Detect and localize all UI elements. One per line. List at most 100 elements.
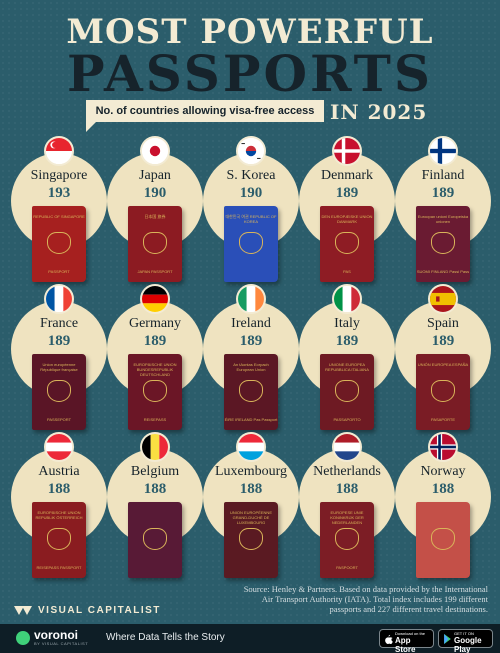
- country-card-germany: Germany 189 EUROPÄISCHE UNION BUNDESREPUBL…: [104, 284, 208, 432]
- country-name: S. Korea: [226, 168, 276, 183]
- google-play-big: Google Play: [454, 636, 482, 653]
- netherlands-flag-icon: [332, 432, 362, 462]
- passport-emblem-icon: [335, 232, 359, 254]
- passport-text-top: Euroopan unioni Europeiska unionen: [417, 214, 469, 224]
- apple-icon: [385, 634, 393, 644]
- passport-text-bottom: SUOMI FINLAND Passi Pass: [416, 269, 470, 274]
- country-name: France: [39, 316, 79, 331]
- passport-text-top: An tAontas Eorpach European Union: [233, 362, 269, 372]
- subtitle: No. of countries allowing visa-free acce…: [86, 100, 324, 122]
- visa-free-score: 189: [239, 333, 263, 349]
- visa-free-score: 188: [143, 481, 167, 497]
- visa-free-score: 193: [47, 185, 71, 201]
- country-name: Spain: [427, 316, 459, 331]
- passport-cover: Union européenne République française PAS…: [32, 354, 86, 430]
- visa-free-score: 190: [239, 185, 263, 201]
- app-store-button[interactable]: Download on the App Store: [379, 629, 434, 653]
- passport-emblem-icon: [239, 232, 263, 254]
- finland-flag-icon: [428, 136, 458, 166]
- country-name: Denmark: [320, 168, 374, 183]
- norway-flag-icon: [428, 432, 458, 462]
- passport-cover: Euroopan unioni Europeiska unionen SUOMI …: [416, 206, 470, 282]
- country-card-luxembourg: Luxembourg 188 UNION EUROPÉENNE GRAND-DUCH…: [200, 432, 304, 580]
- passport-text-top: EUROPÄISCHE UNION REPUBLIK ÖSTERREICH: [35, 510, 83, 520]
- country-card-italy: Italy 189 UNIONE EUROPEA REPUBBLICA ITALIA…: [296, 284, 400, 432]
- country-name: Germany: [128, 316, 182, 331]
- country-card-singapore: Singapore 193 REPUBLIC OF SINGAPORE PASSPOR…: [8, 136, 112, 284]
- visa-free-score: 188: [239, 481, 263, 497]
- passport-text-bottom: PASSAPORTO: [333, 417, 361, 422]
- passport-emblem-icon: [431, 528, 455, 550]
- passport-text-bottom: REISEPASS PASSPORT: [36, 565, 82, 570]
- country-name: Finland: [421, 168, 465, 183]
- google-play-icon: [444, 634, 451, 644]
- title-line1: MOST POWERFUL: [66, 12, 434, 52]
- passport-emblem-icon: [335, 528, 359, 550]
- visa-free-score: 189: [431, 185, 455, 201]
- passport-text-bottom: ÉIRE IRELAND Pas Passport: [224, 417, 278, 422]
- app-store-big: App Store: [395, 636, 416, 653]
- country-card-ireland: Ireland 189 An tAontas Eorpach European Un…: [200, 284, 304, 432]
- luxembourg-flag-icon: [236, 432, 266, 462]
- brand-name: VISUAL CAPITALIST: [38, 605, 161, 616]
- passport-emblem-icon: [143, 528, 167, 550]
- italy-flag-icon: [332, 284, 362, 314]
- country-name: Italy: [334, 316, 360, 331]
- passport-emblem-icon: [431, 232, 455, 254]
- country-card-belgium: Belgium 188: [104, 432, 208, 580]
- country-name: Netherlands: [313, 464, 381, 479]
- belgium-flag-icon: [140, 432, 170, 462]
- title-line2: PASSPORTS: [66, 44, 433, 103]
- japan-flag-icon: [140, 136, 170, 166]
- passport-text-top: EUROPÄISCHE UNION BUNDESREPUBLIK DEUTSCH…: [133, 362, 177, 377]
- passport-emblem-icon: [143, 380, 167, 402]
- visa-free-score: 190: [143, 185, 167, 201]
- country-name: Norway: [420, 464, 466, 479]
- subtitle-callout-tail: [86, 122, 96, 132]
- country-name: Japan: [139, 168, 171, 183]
- passport-cover: 대한민국 여권 REPUBLIC OF KOREA: [224, 206, 278, 282]
- south-korea-flag-icon: [236, 136, 266, 166]
- passport-cover: REPUBLIC OF SINGAPORE PASSPORT: [32, 206, 86, 282]
- visual-capitalist-logo: VISUAL CAPITALIST: [14, 605, 161, 616]
- passport-text-top: DEN EUROPÆISKE UNION DANMARK: [321, 214, 373, 224]
- passport-text-top: REPUBLIC OF SINGAPORE: [33, 214, 85, 219]
- passport-cover: UNION EUROPÉENNE GRAND-DUCHÉ DE LUXEMBOU…: [224, 502, 278, 578]
- country-name: Singapore: [30, 168, 88, 183]
- visa-free-score: 188: [47, 481, 71, 497]
- france-flag-icon: [44, 284, 74, 314]
- visa-free-score: 188: [335, 481, 359, 497]
- denmark-flag-icon: [332, 136, 362, 166]
- voronoi-mark-icon: [16, 630, 30, 645]
- visa-free-score: 189: [335, 185, 359, 201]
- passport-text-bottom: PASSPORT: [48, 269, 70, 274]
- passport-cover: EUROPESE UNIE KONINKRIJK DER NEDERLANDEN…: [320, 502, 374, 578]
- country-card-finland: Finland 189 Euroopan unioni Europeiska uni…: [392, 136, 496, 284]
- passport-text-top: UNIÓN EUROPEA ESPAÑA: [417, 362, 469, 367]
- passport-text-top: EUROPESE UNIE KONINKRIJK DER NEDERLANDEN: [330, 510, 364, 525]
- austria-flag-icon: [44, 432, 74, 462]
- voronoi-name: voronoi: [34, 628, 78, 642]
- country-card-netherlands: Netherlands 188 EUROPESE UNIE KONINKRIJK D…: [296, 432, 400, 580]
- passport-cover: EUROPÄISCHE UNION BUNDESREPUBLIK DEUTSCH…: [128, 354, 182, 430]
- passport-emblem-icon: [239, 380, 263, 402]
- country-name: Luxembourg: [214, 464, 288, 479]
- singapore-flag-icon: [44, 136, 74, 166]
- passport-emblem-icon: [47, 232, 71, 254]
- passport-emblem-icon: [335, 380, 359, 402]
- voronoi-logo[interactable]: voronoi BY VISUAL CAPITALIST: [16, 629, 88, 646]
- country-card-japan: Japan 190 日本国 旅券 JAPAN PASSPORT: [104, 136, 208, 284]
- footer-bar: voronoi BY VISUAL CAPITALIST Where Data …: [0, 624, 500, 653]
- country-card-austria: Austria 188 EUROPÄISCHE UNION REPUBLIK ÖST…: [8, 432, 112, 580]
- app-store-small: Download on the: [395, 631, 426, 636]
- passport-text-bottom: PASPOORT: [336, 565, 358, 570]
- passport-cover: UNIONE EUROPEA REPUBBLICA ITALIANA PASSAP…: [320, 354, 374, 430]
- passport-text-top: 日本国 旅券: [144, 214, 166, 219]
- passport-cover: EUROPÄISCHE UNION REPUBLIK ÖSTERREICH REI…: [32, 502, 86, 578]
- passport-text-bottom: JAPAN PASSPORT: [137, 269, 173, 274]
- passport-cover: An tAontas Eorpach European Union ÉIRE IR…: [224, 354, 278, 430]
- passport-text-top: 대한민국 여권 REPUBLIC OF KOREA: [225, 214, 277, 224]
- passport-text-top: Union européenne République française: [40, 362, 78, 372]
- google-play-button[interactable]: GET IT ON Google Play: [438, 629, 493, 653]
- passport-text-bottom: PAS: [343, 269, 351, 274]
